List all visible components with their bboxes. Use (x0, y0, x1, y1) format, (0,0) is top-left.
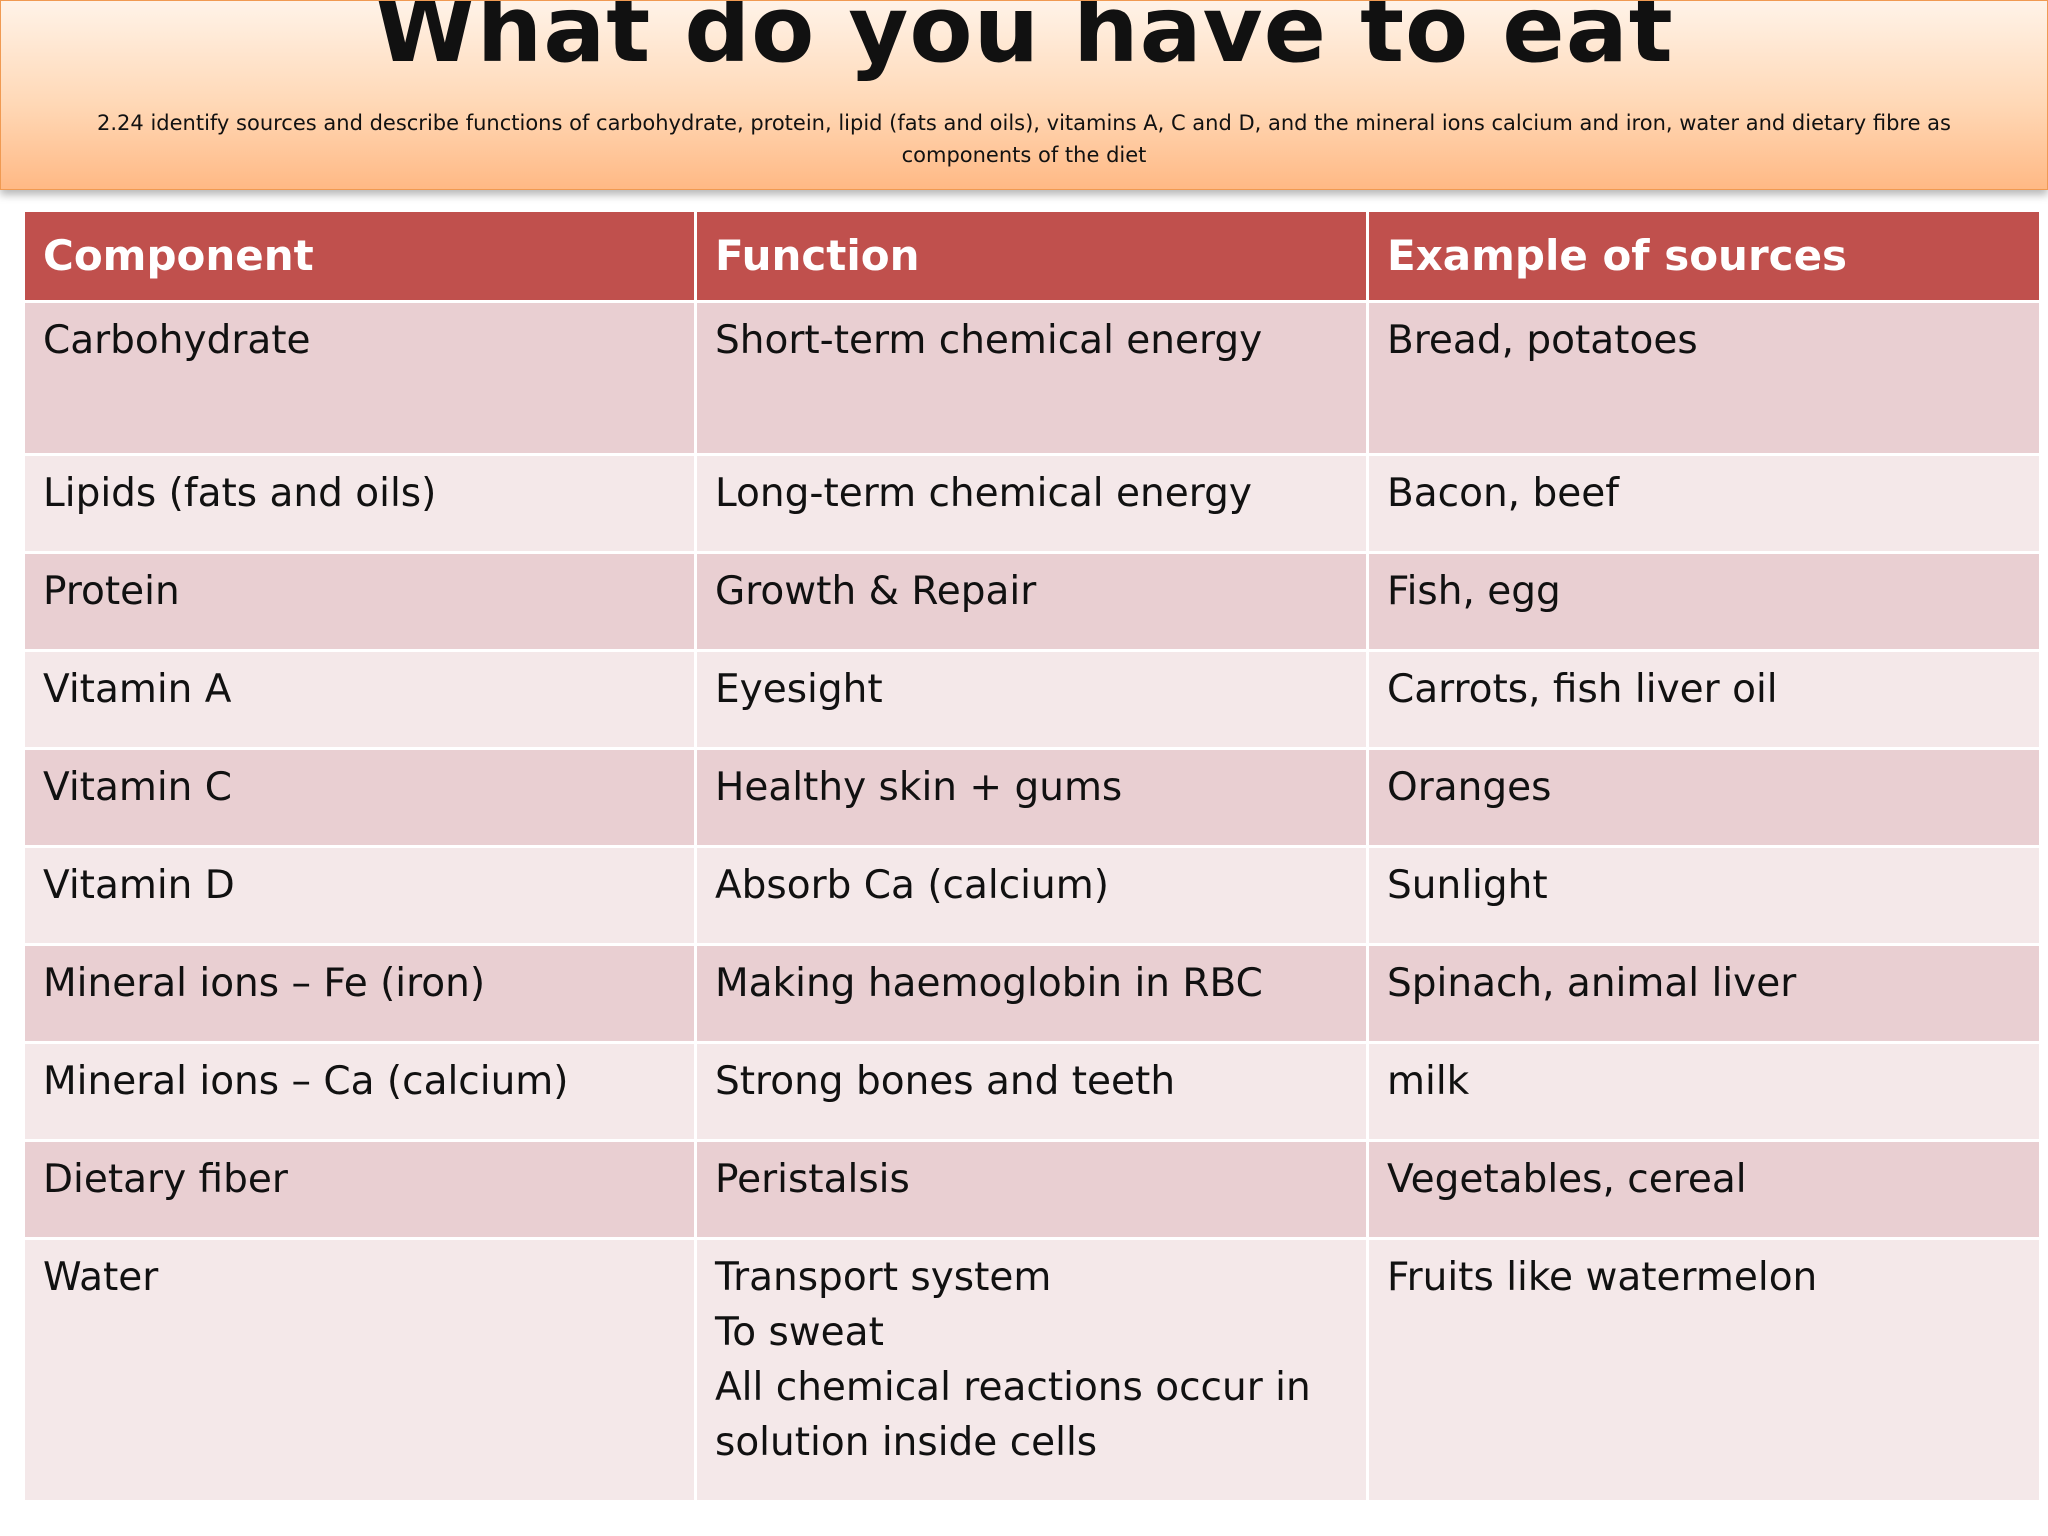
sources-cell: Sunlight (1366, 845, 2042, 946)
function-line: Short-term chemical energy (715, 318, 1263, 363)
function-line: Healthy skin + gums (715, 765, 1123, 810)
sources-cell: Fruits like watermelon (1366, 1237, 2042, 1503)
function-cell: Eyesight (694, 649, 1369, 750)
function-cell: Long-term chemical energy (694, 453, 1369, 554)
function-cell: Short-term chemical energy (694, 300, 1369, 456)
table-body: Carbohydrate Short-term chemical energy Br… (22, 300, 2042, 1503)
page-subtitle: 2.24 identify sources and describe funct… (97, 111, 1951, 167)
sources-cell: Vegetables, cereal (1366, 1139, 2042, 1240)
page-title: What do you have to eat (374, 0, 1674, 83)
function-line: Absorb Ca (calcium) (715, 863, 1109, 908)
function-cell: Peristalsis (694, 1139, 1369, 1240)
table-row: Water Transport system To sweat All chemica… (22, 1237, 2042, 1503)
table-row: Dietary fiber Peristalsis Vegetables, cere… (22, 1139, 2042, 1240)
sources-cell: Fish, egg (1366, 551, 2042, 652)
component-cell: Water (22, 1237, 697, 1503)
table-row: Lipids (fats and oils) Long-term chemical… (22, 453, 2042, 554)
function-cell: Making haemoglobin in RBC (694, 943, 1369, 1044)
function-line: Long-term chemical energy (715, 471, 1252, 516)
table-row: Vitamin C Healthy skin + gums Oranges (22, 747, 2042, 848)
function-line: Peristalsis (715, 1157, 910, 1202)
table-row: Vitamin D Absorb Ca (calcium) Sunlight (22, 845, 2042, 946)
component-cell: Dietary fiber (22, 1139, 697, 1240)
sources-cell: Bacon, beef (1366, 453, 2042, 554)
component-cell: Mineral ions – Fe (iron) (22, 943, 697, 1044)
function-cell: Strong bones and teeth (694, 1041, 1369, 1142)
function-cell: Healthy skin + gums (694, 747, 1369, 848)
component-cell: Protein (22, 551, 697, 652)
function-cell: Growth & Repair (694, 551, 1369, 652)
function-line: To sweat (715, 1310, 884, 1355)
table-header-row: Component Function Example of sources (22, 209, 2042, 303)
table-row: Carbohydrate Short-term chemical energy Br… (22, 300, 2042, 456)
function-cell: Absorb Ca (calcium) (694, 845, 1369, 946)
component-cell: Mineral ions – Ca (calcium) (22, 1041, 697, 1142)
title-banner: What do you have to eat 2.24 identify so… (0, 0, 2048, 190)
function-line: Transport system (715, 1255, 1052, 1300)
table-row: Vitamin A Eyesight Carrots, fish liver oil (22, 649, 2042, 750)
function-line: Eyesight (715, 667, 883, 712)
component-cell: Carbohydrate (22, 300, 697, 456)
table-row: Mineral ions – Fe (iron) Making haemoglob… (22, 943, 2042, 1044)
sources-cell: Bread, potatoes (1366, 300, 2042, 456)
function-line: Growth & Repair (715, 569, 1037, 614)
column-header-function: Function (694, 209, 1369, 303)
sources-cell: milk (1366, 1041, 2042, 1142)
component-cell: Vitamin D (22, 845, 697, 946)
component-cell: Vitamin A (22, 649, 697, 750)
sources-cell: Carrots, fish liver oil (1366, 649, 2042, 750)
sources-cell: Spinach, animal liver (1366, 943, 2042, 1044)
function-line: Making haemoglobin in RBC (715, 961, 1263, 1006)
column-header-component: Component (22, 209, 697, 303)
function-line: Strong bones and teeth (715, 1059, 1176, 1104)
column-header-sources: Example of sources (1366, 209, 2042, 303)
table-row: Protein Growth & Repair Fish, egg (22, 551, 2042, 652)
function-cell: Transport system To sweat All chemical rea… (694, 1237, 1369, 1503)
component-cell: Lipids (fats and oils) (22, 453, 697, 554)
table-row: Mineral ions – Ca (calcium) Strong bones … (22, 1041, 2042, 1142)
component-cell: Vitamin C (22, 747, 697, 848)
function-line: All chemical reactions occur in solution… (715, 1365, 1311, 1465)
sources-cell: Oranges (1366, 747, 2042, 848)
nutrition-table: Component Function Example of sources Ca… (22, 209, 2042, 1503)
